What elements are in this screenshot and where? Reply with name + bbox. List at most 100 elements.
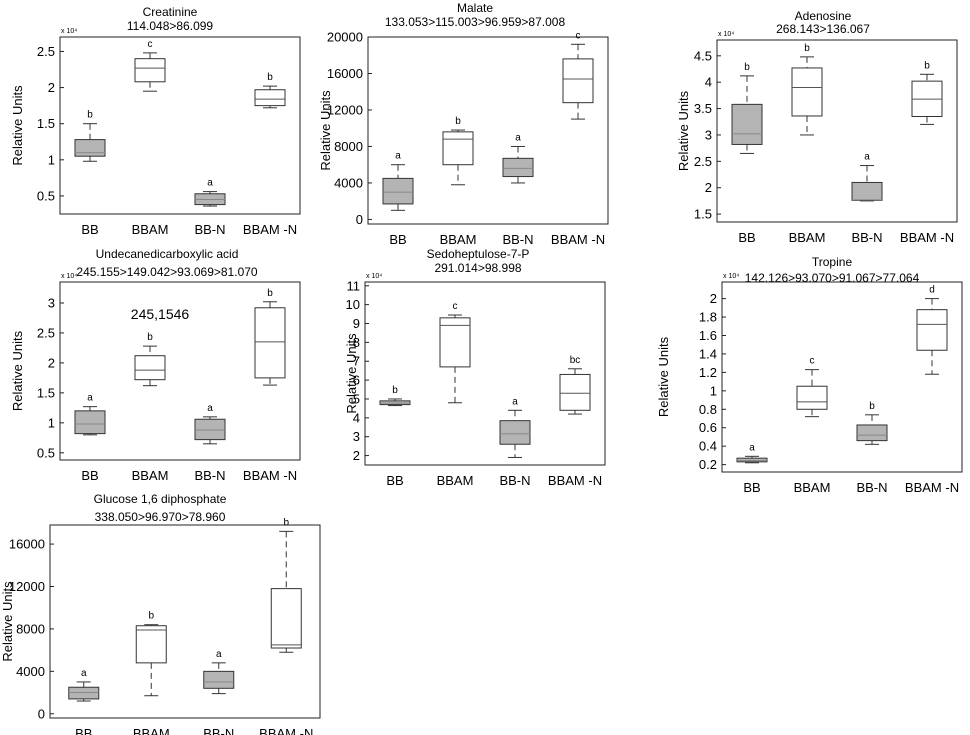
- iqr-box: [442, 131, 474, 166]
- box-bb-n: a: [194, 178, 226, 207]
- box-bb-n: a: [499, 396, 531, 458]
- y-tick-label: 1: [48, 415, 55, 430]
- x-tick-label: BB: [81, 468, 98, 483]
- y-axis-label: Relative Units: [344, 333, 359, 414]
- exponent-label: x 10⁴: [61, 28, 77, 35]
- significance-letter: a: [512, 396, 518, 407]
- y-tick-label: 12000: [9, 579, 45, 594]
- iqr-box: [796, 385, 828, 410]
- iqr-box: [499, 420, 531, 445]
- x-tick-label: BB-N: [502, 232, 533, 247]
- y-tick-label: 1.8: [699, 310, 717, 325]
- iqr-box: [562, 58, 594, 104]
- x-tick-label: BB: [743, 480, 760, 495]
- y-tick-label: 0.5: [37, 188, 55, 203]
- iqr-box: [134, 58, 166, 83]
- y-tick-label: 3.5: [694, 101, 712, 116]
- iqr-box: [382, 177, 414, 205]
- iqr-box: [203, 670, 235, 689]
- significance-letter: a: [207, 403, 213, 414]
- significance-letter: b: [148, 611, 154, 622]
- significance-letter: a: [395, 151, 401, 162]
- iqr-box: [791, 67, 823, 117]
- y-tick-label: 8000: [16, 621, 45, 636]
- chart-subtitle: 291.014>98.998: [434, 261, 521, 275]
- y-tick-label: 0: [38, 706, 45, 721]
- x-tick-label: BBAM: [132, 468, 169, 483]
- chart-title: Malate: [457, 1, 493, 15]
- x-tick-label: BBAM: [440, 232, 477, 247]
- y-tick-label: 4000: [16, 664, 45, 679]
- box-bb: b: [74, 110, 106, 162]
- y-tick-label: 5: [353, 391, 360, 406]
- y-tick-label: 1.5: [37, 385, 55, 400]
- x-tick-label: BB: [81, 222, 98, 237]
- box-bbam-n: b: [254, 288, 286, 386]
- chart-title: Undecanedicarboxylic acid: [96, 247, 239, 261]
- chart-subtitle: 133.053>115.003>96.959>87.008: [385, 15, 566, 29]
- significance-letter: bc: [570, 355, 581, 366]
- y-axis-label: Relative Units: [10, 330, 25, 411]
- box-bbam-n: c: [562, 30, 594, 120]
- iqr-box: [74, 410, 106, 435]
- y-tick-label: 3: [705, 127, 712, 142]
- plot-frame: [59, 281, 301, 461]
- x-tick-label: BB-N: [856, 480, 887, 495]
- y-axis-label: Relative Units: [318, 90, 333, 171]
- y-tick-label: 0: [356, 212, 363, 227]
- y-tick-label: 8000: [334, 139, 363, 154]
- y-tick-label: 3: [48, 295, 55, 310]
- box-bbam-n: b: [254, 72, 286, 109]
- chart-subtitle: 268.143>136.067: [776, 22, 870, 36]
- y-tick-label: 0.8: [699, 402, 717, 417]
- x-tick-label: BB: [738, 230, 755, 245]
- box-bb-n: a: [502, 132, 534, 184]
- x-tick-label: BBAM -N: [905, 480, 959, 495]
- x-tick-label: BBAM: [132, 222, 169, 237]
- iqr-box: [254, 307, 286, 379]
- x-tick-label: BB: [386, 473, 403, 488]
- y-tick-label: 1: [710, 383, 717, 398]
- plot-frame: [364, 281, 606, 466]
- iqr-box: [270, 588, 302, 649]
- box-bbam-n: b: [911, 60, 943, 125]
- box-bbam-n: b: [270, 517, 302, 653]
- x-tick-label: BB-N: [194, 222, 225, 237]
- x-tick-label: BBAM -N: [900, 230, 954, 245]
- box-bb: b: [379, 385, 411, 407]
- iqr-box: [194, 418, 226, 441]
- significance-letter: c: [453, 301, 458, 312]
- y-axis-label: Relative Units: [656, 336, 671, 417]
- iqr-box: [856, 424, 888, 442]
- y-axis-label: Relative Units: [676, 90, 691, 171]
- significance-letter: b: [87, 110, 93, 121]
- y-tick-label: 1.4: [699, 346, 717, 361]
- y-tick-label: 1.2: [699, 365, 717, 380]
- y-axis-label: Relative Units: [10, 85, 25, 166]
- y-tick-label: 1: [48, 152, 55, 167]
- iqr-box: [731, 103, 763, 145]
- x-tick-label: BB-N: [499, 473, 530, 488]
- plot-frame: [367, 36, 609, 225]
- chart-title: Adenosine: [795, 9, 852, 23]
- x-tick-label: BB-N: [203, 726, 234, 735]
- x-tick-label: BB-N: [851, 230, 882, 245]
- iqr-box: [135, 625, 167, 664]
- significance-letter: b: [924, 60, 930, 71]
- significance-letter: b: [267, 288, 273, 299]
- chart-title: Tropine: [812, 255, 853, 269]
- significance-letter: d: [929, 285, 935, 296]
- box-bb-n: a: [203, 649, 235, 695]
- box-bbam: b: [791, 43, 823, 136]
- y-tick-label: 4: [353, 410, 360, 425]
- x-tick-label: BBAM: [794, 480, 831, 495]
- y-tick-label: 11: [347, 278, 361, 293]
- iqr-box: [851, 181, 883, 201]
- y-tick-label: 2: [353, 448, 360, 463]
- y-tick-label: 2: [710, 291, 717, 306]
- significance-letter: a: [87, 393, 93, 404]
- chart-subtitle: 245.155>149.042>93.069>81.070: [76, 265, 258, 279]
- box-bbam: b: [134, 332, 166, 387]
- box-bbam: b: [135, 611, 167, 697]
- y-tick-label: 12000: [327, 102, 363, 117]
